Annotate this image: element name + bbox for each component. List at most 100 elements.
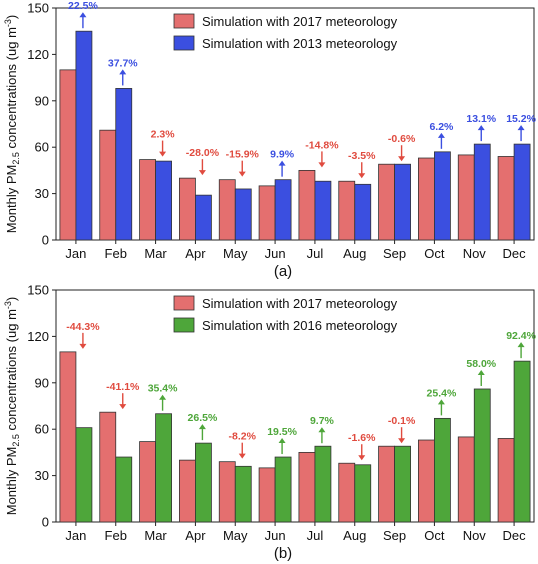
arrow-up-icon: [79, 12, 87, 18]
arrow-up-icon: [278, 160, 286, 166]
bar-series2-feb: [115, 88, 133, 241]
change-annotation-mar: 35.4%: [148, 383, 178, 411]
bar-series1-nov: [457, 436, 475, 523]
legend: Simulation with 2017 meteorology Simulati…: [173, 13, 398, 51]
bar-series2-jul: [314, 445, 332, 523]
arrow-up-icon: [437, 399, 445, 405]
change-annotation-apr: -28.0%: [186, 147, 220, 176]
bar-series1-mar: [139, 441, 156, 523]
y-tick-label: 150: [27, 1, 49, 16]
bar-series1-nov: [457, 154, 475, 241]
bar-series2-dec: [513, 143, 531, 241]
y-tick-label: 90: [35, 375, 49, 390]
bar-series2-may: [234, 465, 252, 523]
bar-series1-dec: [497, 156, 515, 241]
change-label: 13.1%: [466, 113, 496, 125]
bar-series2-oct: [434, 417, 451, 523]
arrow-up-icon: [517, 125, 525, 131]
bar-series2-nov: [473, 388, 491, 523]
y-tick-label: 60: [35, 140, 49, 155]
x-tick-label-oct: Oct: [424, 246, 445, 261]
change-annotation-oct: 25.4%: [427, 387, 457, 416]
y-tick-label: 150: [27, 283, 49, 298]
x-tick-label-apr: Apr: [185, 528, 206, 543]
arrow-down-icon: [119, 404, 127, 410]
change-label: -14.8%: [305, 139, 339, 151]
bar-series2-may: [234, 188, 252, 241]
legend-label: Simulation with 2017 meteorology: [202, 296, 398, 311]
bar-series1-jul: [298, 451, 316, 523]
arrow-up-icon: [318, 427, 326, 433]
bar-series2-feb: [115, 456, 133, 523]
arrow-up-icon: [198, 424, 206, 430]
y-tick-label: 30: [35, 186, 49, 201]
bar-series2-aug: [354, 183, 372, 241]
legend-swatch: [173, 35, 195, 51]
x-tick-label-feb: Feb: [105, 528, 127, 543]
x-tick-label-aug: Aug: [343, 246, 366, 261]
y-tick-label: 120: [27, 47, 49, 62]
change-label: 22.5%: [68, 0, 98, 12]
x-tick-label-nov: Nov: [463, 246, 487, 261]
bar-series2-jun: [274, 456, 292, 523]
bar-series1-may: [218, 461, 236, 523]
arrow-down-icon: [318, 162, 326, 168]
bar-series1-oct: [418, 157, 435, 241]
change-annotation-sep: -0.6%: [388, 133, 416, 162]
change-label: 9.9%: [270, 149, 295, 161]
x-tick-label-mar: Mar: [144, 246, 167, 261]
bar-series2-apr: [195, 442, 212, 523]
bar-series2-aug: [354, 464, 372, 523]
bar-series1-dec: [497, 438, 515, 523]
change-annotation-feb: -41.1%: [106, 381, 140, 410]
bar-series1-jan: [59, 69, 77, 241]
arrow-up-icon: [159, 394, 167, 400]
change-label: 2.3%: [151, 129, 176, 141]
change-label: 25.4%: [427, 387, 457, 399]
x-tick-label-jun: Jun: [265, 528, 286, 543]
change-annotation-jun: 9.9%: [270, 149, 295, 177]
change-annotation-nov: 58.0%: [466, 358, 497, 386]
change-label: 35.4%: [148, 383, 178, 395]
legend-label: Simulation with 2013 meteorology: [202, 36, 398, 51]
y-tick-label: 30: [35, 468, 49, 483]
change-label: -44.3%: [66, 321, 100, 333]
change-label: 58.0%: [466, 358, 496, 370]
x-tick-label-jul: Jul: [307, 528, 324, 543]
arrow-up-icon: [517, 342, 525, 348]
panel-label: (a): [274, 263, 292, 280]
change-label: 37.7%: [108, 57, 138, 69]
change-label: 19.5%: [267, 426, 297, 438]
x-tick-label-dec: Dec: [503, 246, 527, 261]
x-tick-label-oct: Oct: [424, 528, 445, 543]
change-annotation-feb: 37.7%: [108, 57, 138, 86]
bar-series2-sep: [394, 163, 411, 241]
arrow-up-icon: [278, 438, 286, 444]
change-annotation-may: -15.9%: [226, 149, 260, 177]
change-label: -41.1%: [106, 381, 140, 393]
bar-series2-jan: [75, 30, 93, 241]
bar-series1-oct: [418, 439, 435, 523]
bar-series1-jul: [298, 169, 316, 241]
y-tick-label: 60: [35, 422, 49, 437]
arrow-up-icon: [477, 369, 485, 375]
change-label: -8.2%: [229, 431, 257, 443]
legend-label: Simulation with 2017 meteorology: [202, 14, 398, 29]
change-annotation-apr: 26.5%: [188, 412, 218, 441]
x-tick-label-apr: Apr: [185, 246, 206, 261]
change-label: -1.6%: [348, 432, 376, 444]
bar-series2-oct: [434, 151, 451, 241]
bar-series1-apr: [179, 459, 196, 523]
y-axis-label: Monthly PM2.5 concentrations (ug m-3): [3, 297, 21, 516]
change-label: -3.5%: [348, 150, 376, 162]
x-tick-label-sep: Sep: [383, 246, 406, 261]
arrow-down-icon: [79, 343, 87, 349]
bar-series1-jun: [258, 467, 276, 523]
plot-frame: [55, 289, 535, 523]
bar-series2-mar: [155, 413, 172, 523]
change-annotation-jan: 22.5%: [68, 0, 98, 29]
x-tick-label-nov: Nov: [463, 528, 487, 543]
legend-swatch: [173, 13, 195, 29]
change-annotation-nov: 13.1%: [466, 113, 497, 142]
arrow-down-icon: [398, 438, 406, 444]
